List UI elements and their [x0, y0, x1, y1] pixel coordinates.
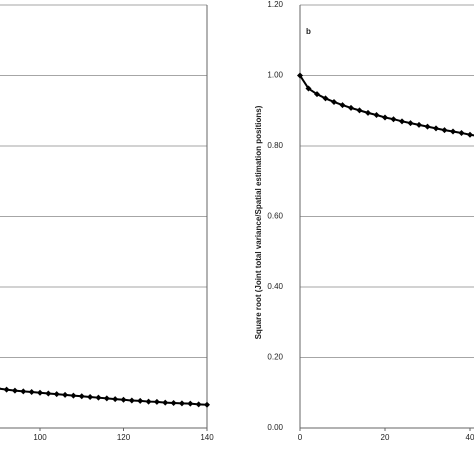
x-tick-label: 40	[466, 433, 474, 442]
data-point	[297, 72, 303, 79]
data-line	[299, 74, 474, 137]
data-point	[137, 397, 144, 404]
y-tick-label: 0.20	[267, 353, 283, 362]
x-tick-label: 0	[298, 433, 303, 442]
data-point	[45, 390, 52, 397]
y-tick-label: 1.20	[267, 0, 283, 9]
data-point	[433, 125, 439, 132]
data-point	[195, 401, 202, 408]
data-point	[62, 391, 69, 398]
y-tick-label: 0.80	[267, 141, 283, 150]
y-tick-label: 1.00	[267, 71, 283, 80]
data-point	[153, 398, 160, 405]
data-point	[322, 95, 329, 102]
data-point	[145, 398, 152, 405]
data-point	[356, 107, 363, 114]
data-point	[314, 91, 320, 98]
data-point	[373, 111, 380, 118]
data-point	[407, 120, 414, 127]
x-tick-label: 140	[200, 433, 214, 442]
data-point	[178, 400, 185, 407]
data-point	[399, 118, 405, 125]
data-point	[37, 389, 43, 396]
data-point	[70, 392, 77, 399]
data-point	[87, 393, 94, 400]
y-tick-label: 0.00	[267, 423, 283, 432]
data-point	[339, 102, 346, 109]
y-axis-label: Square root (Joint total variance/Spatia…	[254, 105, 263, 339]
data-point	[348, 104, 354, 111]
data-point	[441, 127, 448, 134]
y-tick-label: 0.40	[267, 282, 283, 291]
x-tick-label: 20	[381, 433, 390, 442]
data-point	[331, 98, 337, 105]
data-point	[78, 393, 85, 400]
x-tick-label: 100	[33, 433, 47, 442]
data-point	[382, 114, 388, 121]
data-point	[170, 399, 177, 406]
data-point	[187, 400, 194, 407]
data-point	[305, 85, 312, 92]
data-point	[162, 399, 169, 406]
data-point	[467, 131, 473, 138]
data-point	[11, 387, 18, 394]
data-point	[458, 129, 465, 136]
data-point	[0, 387, 2, 390]
data-point	[112, 396, 119, 403]
data-point	[204, 401, 210, 408]
data-point	[128, 397, 135, 404]
data-point	[450, 128, 456, 135]
data-point	[3, 386, 10, 393]
data-point	[416, 121, 422, 128]
data-point	[120, 396, 127, 403]
data-point	[28, 389, 35, 396]
data-point	[390, 116, 397, 123]
panel-label: b	[306, 27, 311, 36]
data-point	[53, 391, 60, 398]
data-point	[20, 388, 27, 395]
data-point	[95, 394, 102, 401]
data-point	[424, 123, 431, 130]
y-tick-label: 0.60	[267, 212, 283, 221]
data-point	[365, 109, 371, 116]
x-tick-label: 120	[117, 433, 131, 442]
data-point	[103, 395, 110, 402]
